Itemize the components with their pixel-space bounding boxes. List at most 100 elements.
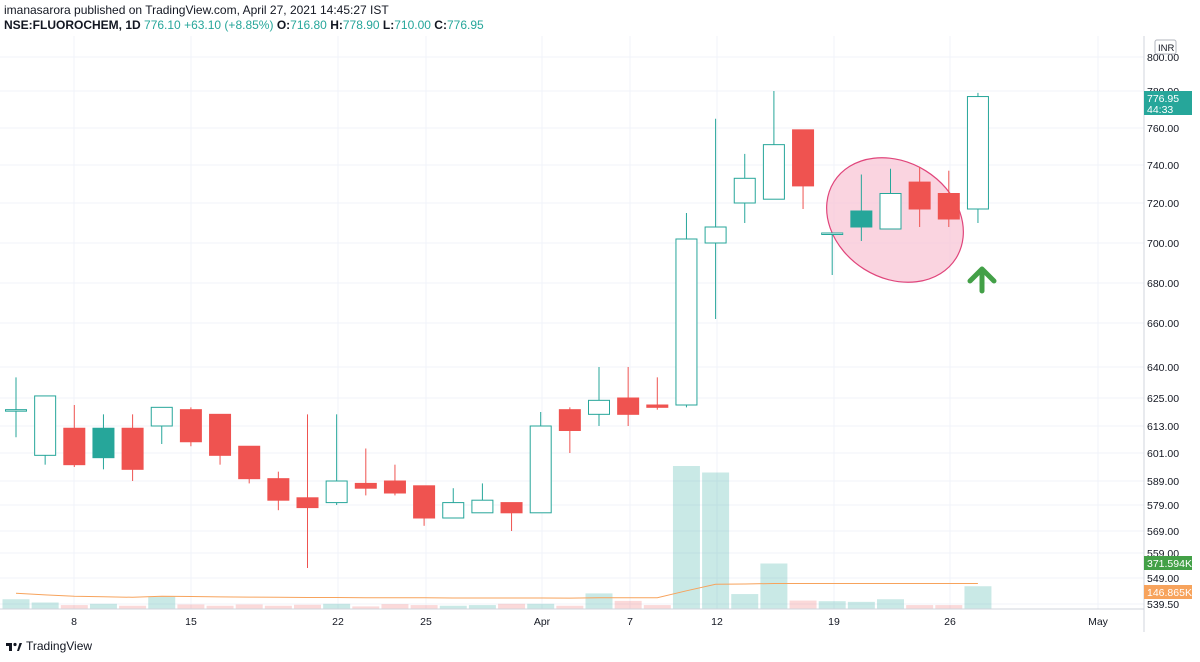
volume-bar [410, 605, 438, 609]
volume-bar [585, 593, 613, 609]
svg-text:44:33: 44:33 [1147, 104, 1173, 116]
volume-bar [177, 604, 205, 609]
candle [5, 377, 27, 438]
volume-bar [89, 603, 117, 609]
volume-bar [381, 604, 409, 609]
volume-bar [614, 600, 642, 609]
price-tick-label: 539.50 [1147, 599, 1179, 611]
candle [792, 129, 815, 209]
tradingview-logo-icon [6, 642, 22, 651]
svg-text:776.95: 776.95 [1147, 93, 1179, 105]
time-tick-label: 25 [420, 616, 432, 628]
candlestick-chart[interactable]: 800.00780.00760.00740.00720.00700.00680.… [0, 0, 1200, 640]
volume-ma-badge: 146.865K [1144, 585, 1192, 599]
volume-bar [323, 603, 351, 609]
volume-bar [206, 605, 234, 609]
price-tick-label: 760.00 [1147, 123, 1179, 135]
price-tick-label: 640.00 [1147, 362, 1179, 374]
candle [908, 166, 931, 227]
volume-bar [964, 586, 992, 609]
time-tick-label: 7 [627, 616, 633, 628]
candle [209, 413, 232, 465]
candle [675, 213, 698, 408]
price-tick-label: 601.00 [1147, 448, 1179, 460]
price-tick-label: 569.00 [1147, 526, 1179, 538]
time-tick-label: 15 [185, 616, 197, 628]
price-tick-label: 549.00 [1147, 573, 1179, 585]
volume-bar [672, 466, 700, 609]
volume-bar [818, 601, 846, 609]
symbol-label[interactable]: NSE:FLUOROCHEM, 1D [4, 18, 141, 32]
time-tick-label: May [1088, 616, 1109, 628]
volume-bar [789, 600, 817, 609]
volume-bar [877, 599, 904, 609]
open-label: O: [276, 18, 291, 32]
candles [5, 91, 989, 568]
candle [617, 367, 640, 426]
svg-text:371.594K: 371.594K [1147, 558, 1192, 570]
candle [383, 464, 406, 496]
candle [92, 414, 115, 470]
high-label: H: [330, 18, 343, 32]
volume-bar [847, 601, 875, 609]
volume-bar [527, 603, 555, 609]
price-axis[interactable]: 800.00780.00760.00740.00720.00700.00680.… [1147, 39, 1179, 611]
candle [529, 412, 552, 514]
candle [879, 168, 902, 230]
candle [325, 414, 348, 505]
volume-bar [294, 604, 321, 609]
price-tick-label: 625.00 [1147, 393, 1179, 405]
volume-bar [556, 605, 584, 609]
time-axis[interactable]: 8 15 22 25 Apr 7 12 19 26 May [71, 616, 1109, 628]
price-tick-label: 700.00 [1147, 238, 1179, 250]
volume-bar [352, 606, 380, 609]
price-change: +63.10 (+8.85%) [184, 18, 274, 32]
price-tick-label: 800.00 [1147, 52, 1179, 64]
volume-ma-line [15, 583, 978, 599]
candle [588, 367, 610, 426]
price-tick-label: 613.00 [1147, 421, 1179, 433]
candle [296, 414, 319, 568]
close-label: C: [434, 18, 447, 32]
candle [762, 91, 785, 200]
candle [937, 170, 960, 227]
volume-bar [60, 605, 88, 609]
price-tick-label: 589.00 [1147, 476, 1179, 488]
volume-bar [643, 605, 671, 609]
candle [471, 483, 494, 514]
volume-bar [119, 605, 147, 609]
candle [966, 92, 989, 223]
price-tick-label: 660.00 [1147, 318, 1179, 330]
volume-bar [31, 602, 59, 609]
volume-bar [731, 594, 759, 609]
last-price: 776.10 [144, 18, 181, 32]
candle [850, 174, 873, 241]
candle [63, 405, 86, 467]
candle [121, 414, 144, 481]
volume-bar [148, 596, 176, 609]
candle [238, 445, 261, 484]
footer-brand[interactable]: TradingView [26, 639, 93, 653]
candle [442, 488, 465, 519]
time-tick-label: 22 [332, 616, 344, 628]
close-value: 776.95 [446, 18, 484, 32]
volume-bar [498, 603, 526, 609]
candle [150, 406, 173, 444]
candle [354, 448, 377, 496]
currency-badge[interactable]: INR [1154, 39, 1177, 55]
price-tick-label: 720.00 [1147, 198, 1179, 210]
low-value: 710.00 [394, 18, 431, 32]
time-tick-label: 12 [711, 616, 723, 628]
time-tick-label: Apr [534, 616, 551, 628]
candle [34, 395, 57, 465]
footer: TradingView [6, 639, 92, 653]
candle [413, 485, 436, 526]
price-tick-label: 740.00 [1147, 160, 1179, 172]
price-tick-label: 579.00 [1147, 500, 1179, 512]
candle [704, 118, 727, 319]
volume-bar [935, 605, 963, 609]
candle [558, 407, 581, 453]
up-arrow-icon[interactable] [967, 266, 997, 294]
